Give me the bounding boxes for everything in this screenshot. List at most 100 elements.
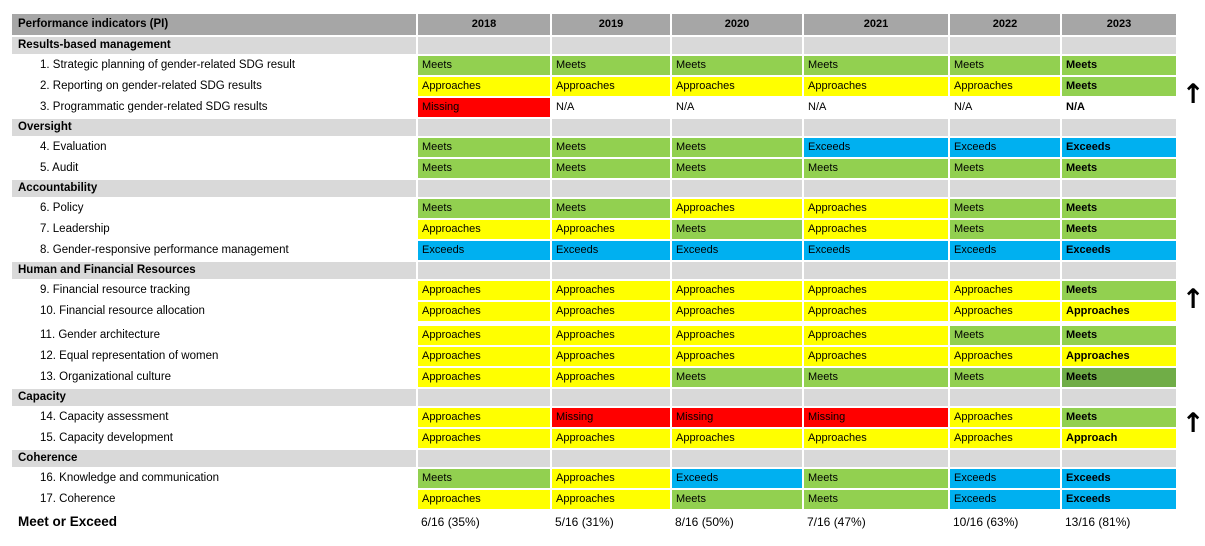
status-cell-2021: Missing [804,408,948,427]
status-cell-2019: Approaches [552,302,670,321]
status-cell-2022: Exceeds [950,490,1060,509]
status-cell-2019: Approaches [552,490,670,509]
status-cell-2021: Approaches [804,326,948,345]
section-header-human-and-financial-resources: Human and Financial Resources [12,262,1176,279]
trend-up-arrow-icon: ↑ [1181,79,1205,110]
status-cell-2022: Exceeds [950,138,1060,157]
section-band-cell [418,262,550,279]
indicator-row-17-coherence: 17. Coherence Approaches Approaches Meets Me… [12,490,1176,509]
status-cell-2018: Approaches [418,490,550,509]
section-band-cell [1062,450,1176,467]
section-band-cell [552,262,670,279]
status-cell-2021: N/A [808,101,827,113]
row-label: 11. Gender architecture [40,329,160,341]
status-cell-2019: Approaches [552,347,670,366]
status-cell-2021: Approaches [804,199,948,218]
status-cell-2023: Meets [1062,281,1176,300]
status-cell-2022: N/A [954,101,973,113]
section-header-oversight: Oversight [12,119,1176,136]
status-cell-2021: Approaches [804,302,948,321]
status-cell-2018: Meets [418,138,550,157]
section-band-cell [552,389,670,406]
row-label: 9. Financial resource tracking [40,284,191,296]
section-label: Coherence [12,450,416,467]
row-label: 7. Leadership [40,223,110,235]
section-band-cell [418,37,550,54]
indicator-row-1-strategic-planning-of-gender-related-sdg-result: 1. Strategic planning of gender-related … [12,56,1176,75]
row-label: 15. Capacity development [40,432,173,444]
status-cell-2023: Approaches [1062,302,1176,321]
status-cell-2022: Approaches [950,302,1060,321]
indicator-row-13-organizational-culture: 13. Organizational culture Approaches Appr… [12,368,1176,387]
section-band-cell [672,450,802,467]
status-cell-2019: Approaches [552,429,670,448]
section-band-cell [804,180,948,197]
row-label: 3. Programmatic gender-related SDG resul… [40,101,268,113]
status-cell-2019: Meets [552,138,670,157]
column-header-2020: 2020 [672,14,802,35]
status-cell-2021: Meets [804,56,948,75]
column-header-2021: 2021 [804,14,948,35]
indicator-row-4-evaluation: 4. Evaluation Meets Meets Meets Exceeds Excee… [12,138,1176,157]
row-label: 8. Gender-responsive performance managem… [40,244,289,256]
status-cell-2019: Exceeds [552,241,670,260]
status-cell-2022: Meets [950,56,1060,75]
status-cell-2020: Approaches [672,429,802,448]
indicator-row-3-programmatic-gender-related-sdg-results: 3. Programmatic gender-related SDG resul… [12,98,1176,117]
status-cell-2023: Meets [1062,220,1176,239]
indicator-row-10-financial-resource-allocation: 10. Financial resource allocation Approac… [12,302,1176,321]
section-band-cell [552,450,670,467]
status-cell-2020: Approaches [672,199,802,218]
status-cell-2019: Meets [552,199,670,218]
status-cell-2020: Exceeds [672,241,802,260]
row-label: 1. Strategic planning of gender-related … [40,59,296,71]
summary-row: Meet or Exceed 6/16 (35%) 5/16 (31%) 8/16 (… [12,511,1176,533]
section-band-cell [552,119,670,136]
summary-value-2023: 13/16 (81%) [1065,515,1131,529]
section-band-cell [418,119,550,136]
status-cell-2021: Approaches [804,220,948,239]
status-cell-2023: Approach [1062,429,1176,448]
section-band-cell [672,37,802,54]
status-cell-2020: Exceeds [672,469,802,488]
status-cell-2023: Exceeds [1062,241,1176,260]
status-cell-2018: Approaches [418,347,550,366]
indicator-row-15-capacity-development: 15. Capacity development Approaches Approa… [12,429,1176,448]
summary-label: Meet or Exceed [18,514,118,529]
status-cell-2022: Meets [950,199,1060,218]
section-band-cell [1062,37,1176,54]
status-cell-2020: N/A [676,101,695,113]
indicator-row-16-knowledge-and-communication: 16. Knowledge and communication Meets Appr… [12,469,1176,488]
status-cell-2023: Meets [1062,159,1176,178]
status-cell-2019: Missing [552,408,670,427]
column-header-2018: 2018 [418,14,550,35]
indicator-row-14-capacity-assessment: 14. Capacity assessment Approaches Missing… [12,408,1176,427]
status-cell-2022: Approaches [950,281,1060,300]
summary-value-2022: 10/16 (63%) [953,515,1019,529]
status-cell-2019: Meets [552,56,670,75]
section-band-cell [804,450,948,467]
section-band-cell [1062,262,1176,279]
section-header-results-based-management: Results-based management [12,37,1176,54]
status-cell-2022: Exceeds [950,469,1060,488]
status-cell-2018: Approaches [418,429,550,448]
status-cell-2019: Approaches [552,469,670,488]
status-cell-2021: Meets [804,490,948,509]
status-cell-2021: Approaches [804,281,948,300]
status-cell-2022: Meets [950,159,1060,178]
summary-value-2018: 6/16 (35%) [421,515,480,529]
status-cell-2021: Approaches [804,77,948,96]
status-cell-2020: Approaches [672,347,802,366]
section-label: Capacity [12,389,416,406]
row-label: 2. Reporting on gender-related SDG resul… [40,80,262,92]
row-label: 16. Knowledge and communication [40,472,220,484]
status-cell-2018: Approaches [418,408,550,427]
section-band-cell [672,389,802,406]
row-label: 13. Organizational culture [40,371,172,383]
section-label: Oversight [12,119,416,136]
status-cell-2020: Approaches [672,281,802,300]
status-cell-2020: Approaches [672,302,802,321]
section-band-cell [950,37,1060,54]
column-header-2019: 2019 [552,14,670,35]
status-cell-2020: Meets [672,490,802,509]
